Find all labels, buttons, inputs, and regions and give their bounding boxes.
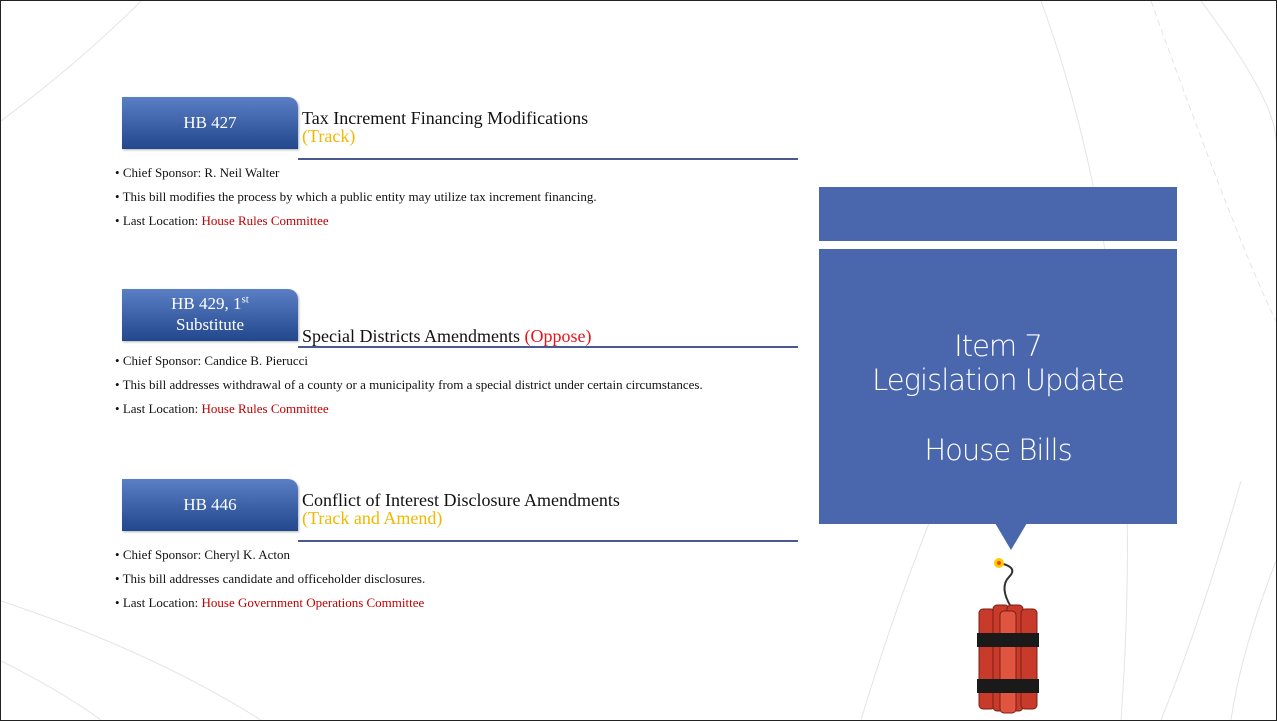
location-label: Last Location: <box>123 595 198 610</box>
bill-title: Special Districts Amendments (Oppose) <box>302 327 802 345</box>
sponsor-bullet: • Chief Sponsor: R. Neil Walter <box>115 166 763 179</box>
description: This bill modifies the process by which … <box>123 189 597 204</box>
bill-title: Conflict of Interest Disclosure Amendmen… <box>302 491 802 527</box>
description: This bill addresses withdrawal of a coun… <box>123 377 703 392</box>
sponsor: Chief Sponsor: Cheryl K. Acton <box>123 547 290 562</box>
tag-text: HB 429, 1 <box>171 294 241 313</box>
bill-status: (Oppose) <box>524 326 591 346</box>
location-bullet: • Last Location: House Rules Committee <box>115 402 763 415</box>
panel-pointer <box>991 523 1031 551</box>
bill-title: Tax Increment Financing Modifications(Tr… <box>302 109 802 145</box>
description-bullet: • This bill modifies the process by whic… <box>115 190 763 203</box>
slide: HB 427 Tax Increment Financing Modificati… <box>0 0 1277 721</box>
bill-rule <box>298 540 798 542</box>
panel-top <box>819 187 1177 241</box>
bill-tag: HB 427 <box>122 97 298 149</box>
bill-status: (Track and Amend) <box>302 508 442 528</box>
location-label: Last Location: <box>123 213 198 228</box>
bill-title-text: Conflict of Interest Disclosure Amendmen… <box>302 490 620 510</box>
bill-status: (Track) <box>302 126 355 146</box>
location-label: Last Location: <box>123 401 198 416</box>
panel-line: Legislation Update <box>819 363 1177 397</box>
sponsor-bullet: • Chief Sponsor: Candice B. Pierucci <box>115 354 763 367</box>
bill-title-text: Special Districts Amendments <box>302 326 520 346</box>
dynamite-icon <box>959 557 1069 717</box>
tag-text: HB 446 <box>183 495 236 514</box>
sponsor: Chief Sponsor: Candice B. Pierucci <box>123 353 308 368</box>
description-bullet: • This bill addresses withdrawal of a co… <box>115 378 763 391</box>
location: House Government Operations Committee <box>202 595 425 610</box>
location-bullet: • Last Location: House Government Operat… <box>115 596 763 609</box>
tag-line: HB 446 <box>122 479 298 531</box>
bill-rule <box>298 346 798 348</box>
location: House Rules Committee <box>202 401 329 416</box>
location: House Rules Committee <box>202 213 329 228</box>
tag-line: HB 427 <box>122 97 298 149</box>
sponsor: Chief Sponsor: R. Neil Walter <box>123 165 280 180</box>
bill-tag: HB 446 <box>122 479 298 531</box>
description: This bill addresses candidate and office… <box>123 571 426 586</box>
tag-line: Substitute <box>122 314 298 335</box>
description-bullet: • This bill addresses candidate and offi… <box>115 572 763 585</box>
bill-rule <box>298 158 798 160</box>
location-bullet: • Last Location: House Rules Committee <box>115 214 763 227</box>
sponsor-bullet: • Chief Sponsor: Cheryl K. Acton <box>115 548 763 561</box>
panel-line: House Bills <box>819 433 1177 467</box>
panel-line: Item 7 <box>819 329 1177 363</box>
bill-title-text: Tax Increment Financing Modifications <box>302 108 588 128</box>
tag-sup: st <box>242 293 249 305</box>
tag-line: HB 429, 1st <box>122 293 298 314</box>
tag-text: HB 427 <box>183 113 236 132</box>
